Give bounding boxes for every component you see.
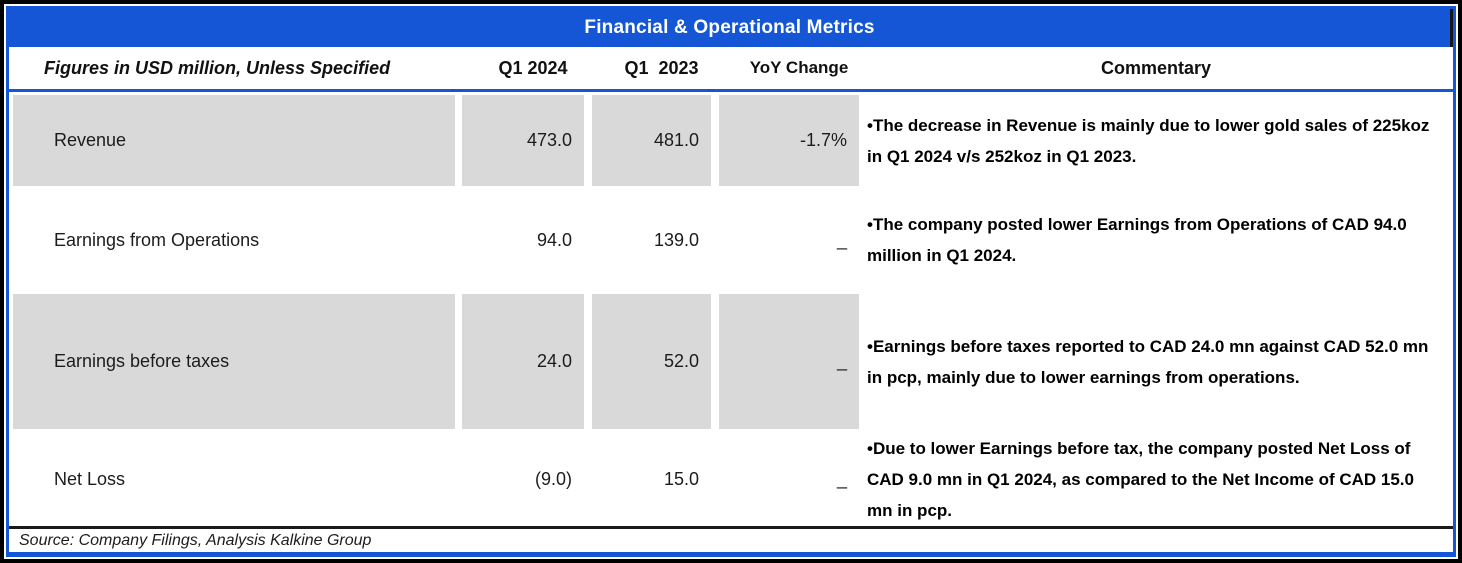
value-q1-2024: 473.0 <box>462 95 584 186</box>
column-header-metric: Figures in USD million, Unless Specified <box>44 57 391 78</box>
spacer <box>455 432 462 526</box>
value-q1-2023: 15.0 <box>663 468 699 489</box>
commentary-text: •The decrease in Revenue is mainly due t… <box>867 115 1430 166</box>
value-yoy-change: _ <box>836 229 847 250</box>
column-header-yoy-change: YoY Change <box>749 58 849 77</box>
metric-label: Net Loss <box>54 468 126 489</box>
spacer <box>455 47 462 89</box>
metric-label: Earnings from Operations <box>54 229 260 250</box>
value-yoy-change: -1.7% <box>719 95 859 186</box>
spacer <box>455 291 462 432</box>
table-row-revenue: Revenue 473.0 481.0 -1.7% •The decrease … <box>9 92 1453 189</box>
value-q1-2024: 24.0 <box>462 294 584 429</box>
commentary-text: •The company posted lower Earnings from … <box>867 215 1407 265</box>
column-header-q1-2023: Q1 2023 <box>624 57 699 78</box>
table-row-net-loss: Net Loss (9.0) 15.0 _ •Due to lower Earn… <box>9 432 1453 526</box>
spacer <box>711 432 719 526</box>
table-inner-frame: Financial & Operational Metrics Figures … <box>6 6 1456 557</box>
spacer <box>584 432 592 526</box>
value-q1-2023: 52.0 <box>592 294 711 429</box>
table-title-bar: Financial & Operational Metrics <box>9 9 1453 47</box>
table-row-earnings-before-taxes: Earnings before taxes 24.0 52.0 _ •Earni… <box>9 291 1453 432</box>
spacer <box>584 291 592 432</box>
spacer <box>455 92 462 189</box>
source-row: Source: Company Filings, Analysis Kalkin… <box>9 529 1453 552</box>
value-q1-2024: (9.0) <box>534 468 572 489</box>
value-yoy-change: _ <box>719 294 859 429</box>
table-row-earnings-from-operations: Earnings from Operations 94.0 139.0 _ •T… <box>9 189 1453 291</box>
spacer <box>711 189 719 291</box>
metric-label: Earnings before taxes <box>13 294 455 429</box>
column-header-row: Figures in USD million, Unless Specified… <box>9 47 1453 89</box>
table-title: Financial & Operational Metrics <box>584 17 875 38</box>
spacer <box>711 291 719 432</box>
source-note: Source: Company Filings, Analysis Kalkin… <box>19 531 372 549</box>
footer-divider-rule <box>9 526 1453 529</box>
commentary-text: •Earnings before taxes reported to CAD 2… <box>867 336 1429 387</box>
table-body: Revenue 473.0 481.0 -1.7% •The decrease … <box>9 92 1453 526</box>
spacer <box>711 92 719 189</box>
spacer <box>584 92 592 189</box>
value-q1-2023: 139.0 <box>653 229 699 250</box>
metric-label: Revenue <box>13 95 455 186</box>
spacer <box>455 189 462 291</box>
commentary-text: •Due to lower Earnings before tax, the c… <box>867 438 1414 520</box>
value-q1-2024: 94.0 <box>536 229 572 250</box>
column-header-commentary: Commentary <box>1100 57 1212 78</box>
value-yoy-change: _ <box>836 468 847 489</box>
spacer <box>584 189 592 291</box>
value-q1-2023: 481.0 <box>592 95 711 186</box>
header-divider-rule <box>9 89 1453 92</box>
column-header-q1-2024: Q1 2024 <box>498 57 568 78</box>
